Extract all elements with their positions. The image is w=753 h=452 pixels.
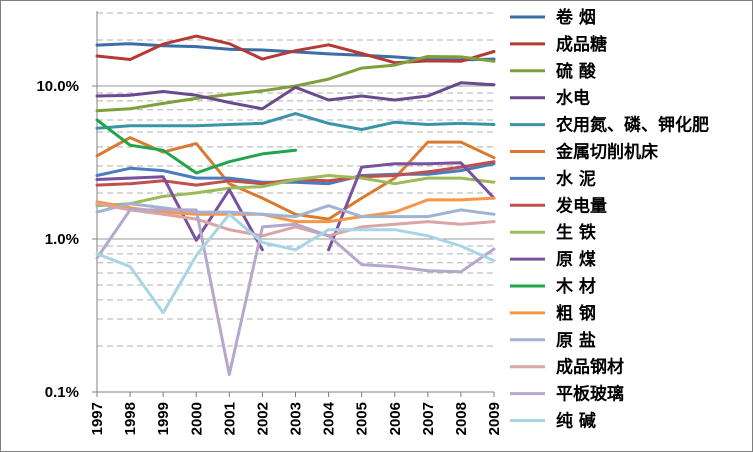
- x-tick-label: 2005: [354, 402, 371, 435]
- x-tick-label: 2000: [188, 402, 205, 435]
- x-tick-label: 2008: [453, 402, 470, 435]
- legend-label-12: 原 盐: [556, 330, 596, 351]
- axes: [96, 11, 494, 393]
- series-line-8: [95, 174, 496, 208]
- legend-label-1: 成品糖: [556, 34, 607, 55]
- legend-label-11: 粗 钢: [556, 303, 596, 324]
- y-tick-label: 0.1%: [45, 384, 79, 401]
- legend-label-14: 平板玻璃: [556, 384, 624, 405]
- legend-label-7: 发电量: [555, 195, 607, 216]
- x-tick-label: 2006: [387, 402, 404, 435]
- y-axis-ticks: 10.0% 1.0% 0.1%: [36, 78, 97, 401]
- series-line-2: [95, 55, 496, 113]
- gridlines: [97, 12, 494, 393]
- legend-label-10: 木 材: [555, 276, 596, 297]
- legend-label-8: 生 铁: [556, 222, 596, 243]
- x-tick-label: 2007: [420, 402, 437, 435]
- legend-label-6: 水 泥: [556, 168, 596, 189]
- series-line-6: [95, 162, 496, 186]
- x-tick-label: 2002: [254, 402, 271, 435]
- legend-label-13: 成品钢材: [556, 357, 624, 378]
- series-lines: [95, 34, 496, 377]
- legend-label-15: 纯 碱: [556, 411, 596, 432]
- series-line-1: [95, 34, 496, 65]
- legend-label-5: 金属切削机床: [555, 142, 659, 163]
- x-tick-label: 2001: [221, 402, 238, 435]
- y-tick-label: 10.0%: [36, 78, 79, 95]
- legend-label-9: 原 煤: [556, 249, 596, 270]
- series-line-15: [95, 212, 496, 315]
- y-tick-label: 1.0%: [45, 231, 79, 248]
- x-tick-label: 1997: [89, 402, 106, 435]
- x-tick-label: 1999: [155, 402, 172, 435]
- x-tick-label: 2009: [486, 402, 503, 435]
- x-tick-label: 1998: [122, 402, 139, 435]
- series-line-3: [95, 81, 496, 111]
- x-axis-ticks: 1997 1998 1999 2000 2001 2002 2003 2004 2005 2006…: [89, 392, 503, 435]
- x-tick-label: 2003: [288, 402, 305, 435]
- series-line-14: [95, 208, 496, 377]
- series-line-4: [95, 112, 496, 131]
- legend-label-4: 农用氮、磷、钾化肥: [555, 115, 709, 136]
- legend-label-3: 水电: [556, 88, 590, 109]
- series-line-11: [95, 196, 496, 224]
- series-line-10: [95, 118, 297, 175]
- legend-label-2: 硫 酸: [556, 61, 597, 82]
- series-line-13: [95, 202, 496, 238]
- x-tick-label: 2004: [321, 401, 338, 435]
- series-line-12: [95, 202, 496, 219]
- legend-label-0: 卷 烟: [555, 7, 596, 28]
